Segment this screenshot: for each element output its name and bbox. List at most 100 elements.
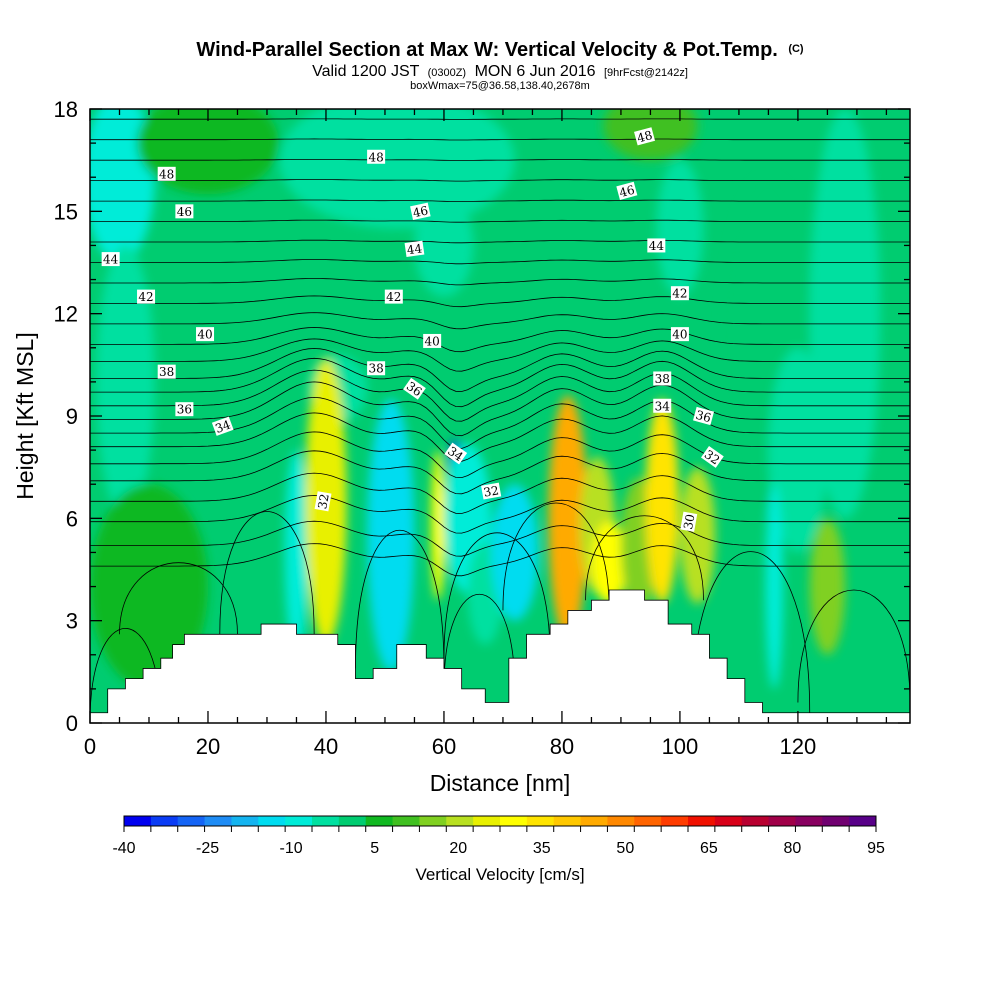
contour-label-text: 34 <box>655 399 671 413</box>
y-tick-label: 12 <box>54 302 78 327</box>
colorbar-swatch <box>392 816 420 826</box>
contour-label-46: 46 <box>616 181 638 200</box>
contour-label-34: 34 <box>653 398 672 413</box>
isentrope-6 <box>90 412 910 462</box>
contour-label-38: 38 <box>653 371 672 386</box>
colorbar-title: Vertical Velocity [cm/s] <box>415 865 584 884</box>
terrain-mask <box>90 589 910 723</box>
isentrope-3 <box>90 472 910 514</box>
contour-label-text: 40 <box>197 328 212 342</box>
isentrope-1 <box>90 520 910 557</box>
colorbar-swatch <box>312 816 340 826</box>
terrain <box>90 589 910 723</box>
contour-label-42: 42 <box>384 289 403 304</box>
contour-label-text: 40 <box>672 328 687 342</box>
isentrope-19 <box>90 219 910 223</box>
contour-label-text: 32 <box>315 493 331 510</box>
velocity-cell-11 <box>90 484 208 689</box>
isentrope-17 <box>90 259 910 265</box>
contour-label-44: 44 <box>404 240 425 257</box>
isentrope-24 <box>90 118 910 120</box>
chart-subtitle: Valid 1200 JST (0300Z) MON 6 Jun 2016 [9… <box>312 63 688 80</box>
isentrope-16 <box>90 278 910 286</box>
colorbar-swatch <box>553 816 582 826</box>
chart-subtitle-2: boxWmax=75@36.58,138.40,2678m <box>410 80 590 92</box>
contour-label-30: 30 <box>680 511 697 532</box>
contour-label-text: 46 <box>412 203 430 220</box>
contour-label-36: 36 <box>175 402 194 417</box>
colorbar-swatch <box>634 816 662 826</box>
contour-label-42: 42 <box>137 289 156 304</box>
colorbar-swatch <box>124 816 152 826</box>
colorbar-swatch <box>795 816 823 826</box>
colorbar-swatch <box>580 816 608 826</box>
colorbar-swatch <box>231 816 259 826</box>
isentrope-9 <box>90 369 910 422</box>
x-tick-label: 20 <box>196 734 220 759</box>
isentrope-arc-4 <box>443 593 516 689</box>
colorbar-label: -10 <box>280 840 303 857</box>
colorbar-swatch <box>714 816 743 826</box>
x-axis-label: Distance [nm] <box>430 770 571 796</box>
colorbar-swatch <box>688 816 716 826</box>
colorbar-swatch <box>204 816 232 826</box>
contour-label-42: 42 <box>670 286 689 301</box>
isentrope-23 <box>90 138 910 141</box>
isentrope-13 <box>90 327 910 353</box>
isentrope-21 <box>90 179 910 182</box>
contour-label-36: 36 <box>693 406 715 425</box>
contour-label-34: 34 <box>211 416 234 436</box>
x-tick-label: 40 <box>314 734 338 759</box>
colorbar-swatch <box>285 816 313 826</box>
isentrope-15 <box>90 295 910 308</box>
isentrope-14 <box>90 312 910 330</box>
contour-label-text: 34 <box>213 417 232 436</box>
contour-label-text: 42 <box>672 287 687 301</box>
colorbar-label: 65 <box>700 840 718 857</box>
contour-label-text: 38 <box>159 365 174 379</box>
contour-label-text: 48 <box>159 167 174 181</box>
velocity-cell-4 <box>603 109 698 161</box>
colorbar-swatch <box>338 816 367 826</box>
contour-label-46: 46 <box>410 202 431 220</box>
isentrope-arc-6 <box>502 502 610 611</box>
contour-label-38: 38 <box>367 361 386 376</box>
y-tick-label: 3 <box>66 609 78 634</box>
colorbar-swatch <box>607 816 635 826</box>
colorbar-swatch <box>419 816 447 826</box>
isentrope-18 <box>90 239 910 244</box>
colorbar-swatch <box>473 816 501 826</box>
contour-labels: 48 48 48 46 46 46 44 44 44 42 42 42 40 40 40 38 38 38 36 36… <box>101 127 724 532</box>
contour-label-48: 48 <box>367 149 386 164</box>
contour-label-text: 44 <box>649 239 665 253</box>
colorbar-swatch <box>768 816 796 826</box>
contour-label-text: 44 <box>406 241 423 257</box>
isentrope-11 <box>90 348 910 392</box>
colorbar-swatch <box>526 816 555 826</box>
contour-label-text: 48 <box>368 150 383 164</box>
contour-label-40: 40 <box>423 333 442 348</box>
x-tick-label: 0 <box>84 734 96 759</box>
colorbar-label: 20 <box>449 840 467 857</box>
colorbar-label: 95 <box>867 840 885 857</box>
isentrope-arc-9 <box>797 589 910 703</box>
velocity-cell-17 <box>430 450 446 601</box>
isentrope-2 <box>90 495 910 534</box>
contour-label-46: 46 <box>175 204 194 219</box>
colorbar-swatch <box>258 816 286 826</box>
contour-label-text: 40 <box>425 334 440 348</box>
colorbar-swatch <box>365 816 394 826</box>
x-axis: 0 20 40 60 80 100 120 <box>84 109 888 759</box>
y-axis-label: Height [Kft MSL] <box>12 332 38 499</box>
isentrope-5 <box>90 431 910 479</box>
velocity-cell-31 <box>765 484 784 689</box>
contour-label-text: 30 <box>681 513 697 530</box>
isentrope-4 <box>90 450 910 495</box>
contour-label-text: 36 <box>177 403 192 417</box>
contour-label-text: 38 <box>655 372 670 386</box>
contour-label-38: 38 <box>157 364 176 379</box>
velocity-cell-24 <box>548 395 588 642</box>
isentrope-arc-3 <box>355 529 445 669</box>
velocity-cell-7 <box>656 160 704 297</box>
